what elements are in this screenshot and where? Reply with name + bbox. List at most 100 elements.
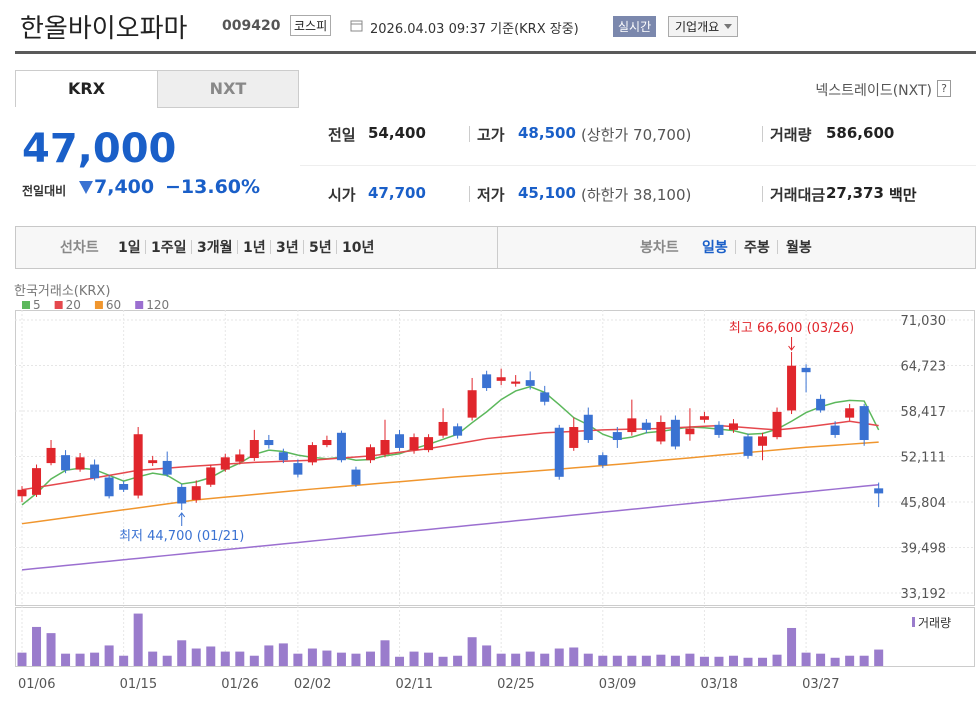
period-divider xyxy=(497,227,498,268)
period-option[interactable]: 일봉 xyxy=(702,240,728,256)
volume-bar xyxy=(583,653,593,666)
candle-body xyxy=(249,440,259,459)
help-icon[interactable]: ? xyxy=(937,80,951,97)
period-option[interactable]: 5년 xyxy=(309,240,332,256)
volume-bar xyxy=(365,651,375,666)
legend-swatch xyxy=(94,301,103,309)
stock-code: 009420 xyxy=(222,18,281,34)
info-value: 45,100 xyxy=(518,184,576,202)
header-rule xyxy=(15,51,976,54)
company-button-label[interactable]: 기업개요 xyxy=(675,20,720,34)
period-type-label: 선차트 xyxy=(60,240,99,256)
market-badge: 코스피 xyxy=(290,15,332,36)
info-value: 586,600 xyxy=(826,124,895,142)
info-separator xyxy=(469,126,470,142)
tab-nxt[interactable]: NXT xyxy=(157,70,299,108)
candle-body xyxy=(336,432,346,461)
candle-body xyxy=(656,421,666,442)
down-arrow xyxy=(79,181,93,194)
period-option[interactable]: 월봉 xyxy=(786,240,812,256)
period-separator xyxy=(735,240,736,254)
volume-bar xyxy=(787,627,797,666)
volume-bar xyxy=(830,657,840,666)
period-separator xyxy=(191,240,192,254)
volume-bar xyxy=(249,655,259,666)
period-option[interactable]: 3년 xyxy=(276,240,299,256)
period-separator xyxy=(145,240,146,254)
candle-body xyxy=(220,457,230,470)
volume-bar xyxy=(264,645,274,666)
candle-body xyxy=(61,455,71,471)
candle-body xyxy=(32,468,42,495)
dropdown-arrow xyxy=(724,24,733,29)
candle-body xyxy=(540,392,550,402)
info-rule xyxy=(300,165,976,166)
candle-body xyxy=(641,422,651,430)
change-amount: 7,400 xyxy=(94,176,155,198)
nxt-link[interactable]: 넥스트레이드(NXT) xyxy=(815,83,932,99)
x-tick-label: 01/15 xyxy=(120,677,157,692)
y-tick-label: 39,498 xyxy=(901,542,947,557)
info-label: 시가 xyxy=(328,186,356,204)
candle-body xyxy=(293,463,303,475)
volume-bar xyxy=(148,651,158,666)
candle-body xyxy=(511,381,521,384)
x-tick-label: 02/02 xyxy=(294,677,331,692)
volume-bar xyxy=(728,655,738,666)
period-option[interactable]: 1년 xyxy=(243,240,266,256)
candle-body xyxy=(365,447,375,461)
candle-body xyxy=(453,426,463,436)
candle-body xyxy=(598,455,608,466)
timestamp: 2026.04.03 09:37 기준(KRX 장중) xyxy=(370,22,579,37)
candle-body xyxy=(46,447,56,464)
volume-bar xyxy=(438,656,448,666)
y-tick-label: 52,111 xyxy=(901,451,947,466)
candle-body xyxy=(191,486,201,500)
x-tick-label: 01/26 xyxy=(221,677,258,692)
candle-body xyxy=(119,484,129,490)
x-tick-label: 03/27 xyxy=(802,677,839,692)
x-tick-label: 03/18 xyxy=(700,677,737,692)
period-bar xyxy=(15,226,976,269)
tab-krx[interactable]: KRX xyxy=(15,70,158,107)
period-option[interactable]: 3개월 xyxy=(197,240,233,256)
period-option[interactable]: 1일 xyxy=(118,240,141,256)
x-tick-label: 02/11 xyxy=(396,677,433,692)
volume-bar xyxy=(191,648,201,666)
candle-body xyxy=(206,467,216,485)
candle-body xyxy=(322,440,332,446)
volume-bar xyxy=(32,626,42,666)
volume-bar xyxy=(61,653,71,666)
company-button[interactable]: 기업개요 xyxy=(668,16,739,37)
info-note: (상한가 70,700) xyxy=(581,126,692,144)
legend-label: 60 xyxy=(106,298,121,312)
volume-bar xyxy=(351,653,361,666)
volume-bar xyxy=(453,655,463,666)
info-value: 48,500 xyxy=(518,124,576,142)
volume-bar xyxy=(758,657,768,666)
volume-bar xyxy=(46,633,56,666)
candle-body xyxy=(235,454,245,462)
volume-bar xyxy=(104,645,114,666)
info-label: 거래대금 xyxy=(770,186,826,204)
candle-body xyxy=(874,488,884,494)
candle-body xyxy=(177,486,187,504)
candle-body xyxy=(351,469,361,485)
info-separator xyxy=(762,186,763,202)
candle-body xyxy=(612,432,622,441)
period-option[interactable]: 주봉 xyxy=(744,240,770,256)
legend-label: 120 xyxy=(146,298,169,312)
volume-bar xyxy=(772,654,782,666)
period-option[interactable]: 10년 xyxy=(342,240,375,256)
volume-bar xyxy=(133,613,143,666)
period-option[interactable]: 1주일 xyxy=(151,240,187,256)
period-separator xyxy=(303,240,304,254)
info-value: 27,373 xyxy=(826,184,884,202)
y-tick-label: 45,804 xyxy=(901,496,947,511)
volume-bar xyxy=(699,656,709,666)
candle-body xyxy=(816,398,826,411)
info-separator xyxy=(469,186,470,202)
volume-bar xyxy=(395,656,405,666)
volume-bar xyxy=(525,651,535,666)
